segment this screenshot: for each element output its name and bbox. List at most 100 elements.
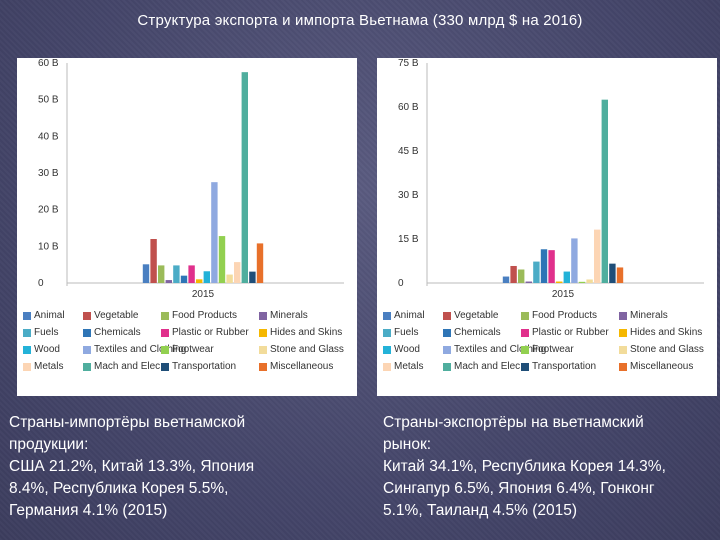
import-y-tick-label: 40 B bbox=[38, 131, 59, 142]
legend-swatch bbox=[383, 362, 391, 371]
legend-label: Plastic or Rubber bbox=[532, 327, 609, 338]
export-bar-footwear bbox=[578, 281, 586, 283]
legend-label: Stone and Glass bbox=[270, 344, 344, 355]
export-countries-caption: Страны-экспортёры на вьетнамский рынок: … bbox=[383, 412, 718, 522]
export-bar-metals bbox=[594, 229, 601, 283]
import-bar-fuels bbox=[173, 265, 180, 283]
legend-swatch bbox=[619, 328, 627, 337]
export-legend-item: Minerals bbox=[619, 309, 711, 322]
export-legend-item: Stone and Glass bbox=[619, 343, 711, 356]
legend-swatch bbox=[83, 362, 91, 371]
export-bar-minerals bbox=[525, 281, 532, 283]
import-chart-legend: Animal Vegetable Food Products Minerals Fuel… bbox=[23, 309, 353, 373]
export-bar-animal bbox=[502, 276, 510, 283]
legend-label: Wood bbox=[394, 344, 420, 355]
legend-label: Food Products bbox=[532, 310, 598, 321]
legend-label: Chemicals bbox=[454, 327, 501, 338]
legend-swatch bbox=[23, 328, 31, 337]
legend-swatch bbox=[443, 362, 451, 371]
legend-swatch bbox=[259, 345, 267, 354]
legend-label: Vegetable bbox=[454, 310, 499, 321]
import-bar-textiles-and-clothing bbox=[211, 182, 218, 283]
import-legend-item: Miscellaneous bbox=[259, 360, 351, 373]
import-legend-item: Mach and Elec bbox=[83, 360, 161, 373]
import-x-tick-label: 2015 bbox=[192, 289, 215, 300]
export-x-tick-label: 2015 bbox=[552, 289, 575, 300]
legend-swatch bbox=[259, 328, 267, 337]
export-legend-item: Vegetable bbox=[443, 309, 521, 322]
import-bar-food-products bbox=[158, 265, 165, 283]
export-bar-food-products bbox=[518, 269, 525, 283]
export-legend-item: Animal bbox=[383, 309, 443, 322]
legend-label: Mach and Elec bbox=[94, 361, 161, 372]
legend-swatch bbox=[521, 328, 529, 337]
import-bar-chemicals bbox=[180, 275, 188, 283]
export-y-tick-label: 45 B bbox=[398, 146, 419, 157]
export-bar-textiles-and-clothing bbox=[571, 238, 578, 283]
slide-title: Структура экспорта и импорта Вьетнама (3… bbox=[137, 12, 583, 29]
legend-swatch bbox=[83, 345, 91, 354]
import-bar-hides-and-skins bbox=[196, 279, 203, 283]
export-bar-hides-and-skins bbox=[556, 281, 563, 283]
legend-label: Hides and Skins bbox=[630, 327, 703, 338]
export-legend-item: Hides and Skins bbox=[619, 326, 711, 339]
import-bar-mach-and-elec bbox=[241, 72, 248, 284]
export-bar-wood bbox=[563, 271, 570, 283]
import-legend-item: Vegetable bbox=[83, 309, 161, 322]
legend-swatch bbox=[619, 311, 627, 320]
export-bar-plastic-or-rubber bbox=[548, 250, 555, 283]
legend-swatch bbox=[161, 311, 169, 320]
import-legend-item: Animal bbox=[23, 309, 83, 322]
legend-label: Animal bbox=[394, 310, 425, 321]
caption-line: Германия 4.1% (2015) bbox=[9, 502, 168, 519]
legend-swatch bbox=[521, 345, 529, 354]
caption-line: Китай 34.1%, Республика Корея 14.3%, bbox=[383, 458, 666, 475]
caption-line: Страны-импортёры вьетнамской bbox=[9, 414, 246, 431]
import-y-tick-label: 60 B bbox=[38, 58, 59, 69]
legend-label: Hides and Skins bbox=[270, 327, 343, 338]
import-bar-vegetable bbox=[150, 239, 157, 283]
export-y-tick-label: 75 B bbox=[398, 58, 419, 69]
legend-label: Chemicals bbox=[94, 327, 141, 338]
legend-swatch bbox=[443, 328, 451, 337]
export-legend-item: Transportation bbox=[521, 360, 619, 373]
export-chart-panel: 0 15 B 30 B 45 B 60 B 75 B 2015 Animal Vegetabl… bbox=[377, 58, 717, 396]
legend-swatch bbox=[443, 345, 451, 354]
export-chart-legend: Animal Vegetable Food Products Minerals Fuel… bbox=[383, 309, 713, 373]
import-legend-item: Transportation bbox=[161, 360, 259, 373]
import-legend-item: Fuels bbox=[23, 326, 83, 339]
export-legend-item: Plastic or Rubber bbox=[521, 326, 619, 339]
legend-label: Metals bbox=[34, 361, 64, 372]
legend-swatch bbox=[383, 311, 391, 320]
import-bar-chart: 0 10 B 20 B 30 B 40 B 50 B 60 B 2015 bbox=[38, 58, 344, 300]
caption-line: США 21.2%, Китай 13.3%, Япония bbox=[9, 458, 255, 475]
import-legend-item: Metals bbox=[23, 360, 83, 373]
legend-label: Textiles and Clothing bbox=[94, 344, 187, 355]
legend-label: Footwear bbox=[172, 344, 214, 355]
legend-label: Transportation bbox=[532, 361, 597, 372]
export-bar-chemicals bbox=[540, 249, 548, 283]
legend-swatch bbox=[383, 328, 391, 337]
legend-label: Miscellaneous bbox=[270, 361, 334, 372]
legend-label: Textiles and Clothing bbox=[454, 344, 547, 355]
legend-label: Wood bbox=[34, 344, 60, 355]
legend-swatch bbox=[443, 311, 451, 320]
caption-line: 5.1%, Таиланд 4.5% (2015) bbox=[383, 502, 578, 519]
import-y-tick-label: 10 B bbox=[38, 241, 59, 252]
legend-swatch bbox=[83, 311, 91, 320]
import-bar-minerals bbox=[165, 280, 172, 283]
caption-line: Страны-экспортёры на вьетнамский bbox=[383, 414, 644, 431]
export-legend-item: Fuels bbox=[383, 326, 443, 339]
export-legend-item: Textiles and Clothing bbox=[443, 343, 546, 356]
import-bar-footwear bbox=[218, 236, 226, 283]
export-legend-item: Mach and Elec bbox=[443, 360, 521, 373]
export-y-tick-label: 0 bbox=[398, 278, 404, 289]
export-y-tick-label: 30 B bbox=[398, 190, 419, 201]
legend-label: Transportation bbox=[172, 361, 237, 372]
legend-label: Plastic or Rubber bbox=[172, 327, 249, 338]
legend-label: Minerals bbox=[630, 310, 668, 321]
import-bar-miscellaneous bbox=[256, 243, 264, 283]
export-legend-item: Miscellaneous bbox=[619, 360, 711, 373]
legend-label: Mach and Elec bbox=[454, 361, 521, 372]
import-y-tick-label: 30 B bbox=[38, 168, 59, 179]
